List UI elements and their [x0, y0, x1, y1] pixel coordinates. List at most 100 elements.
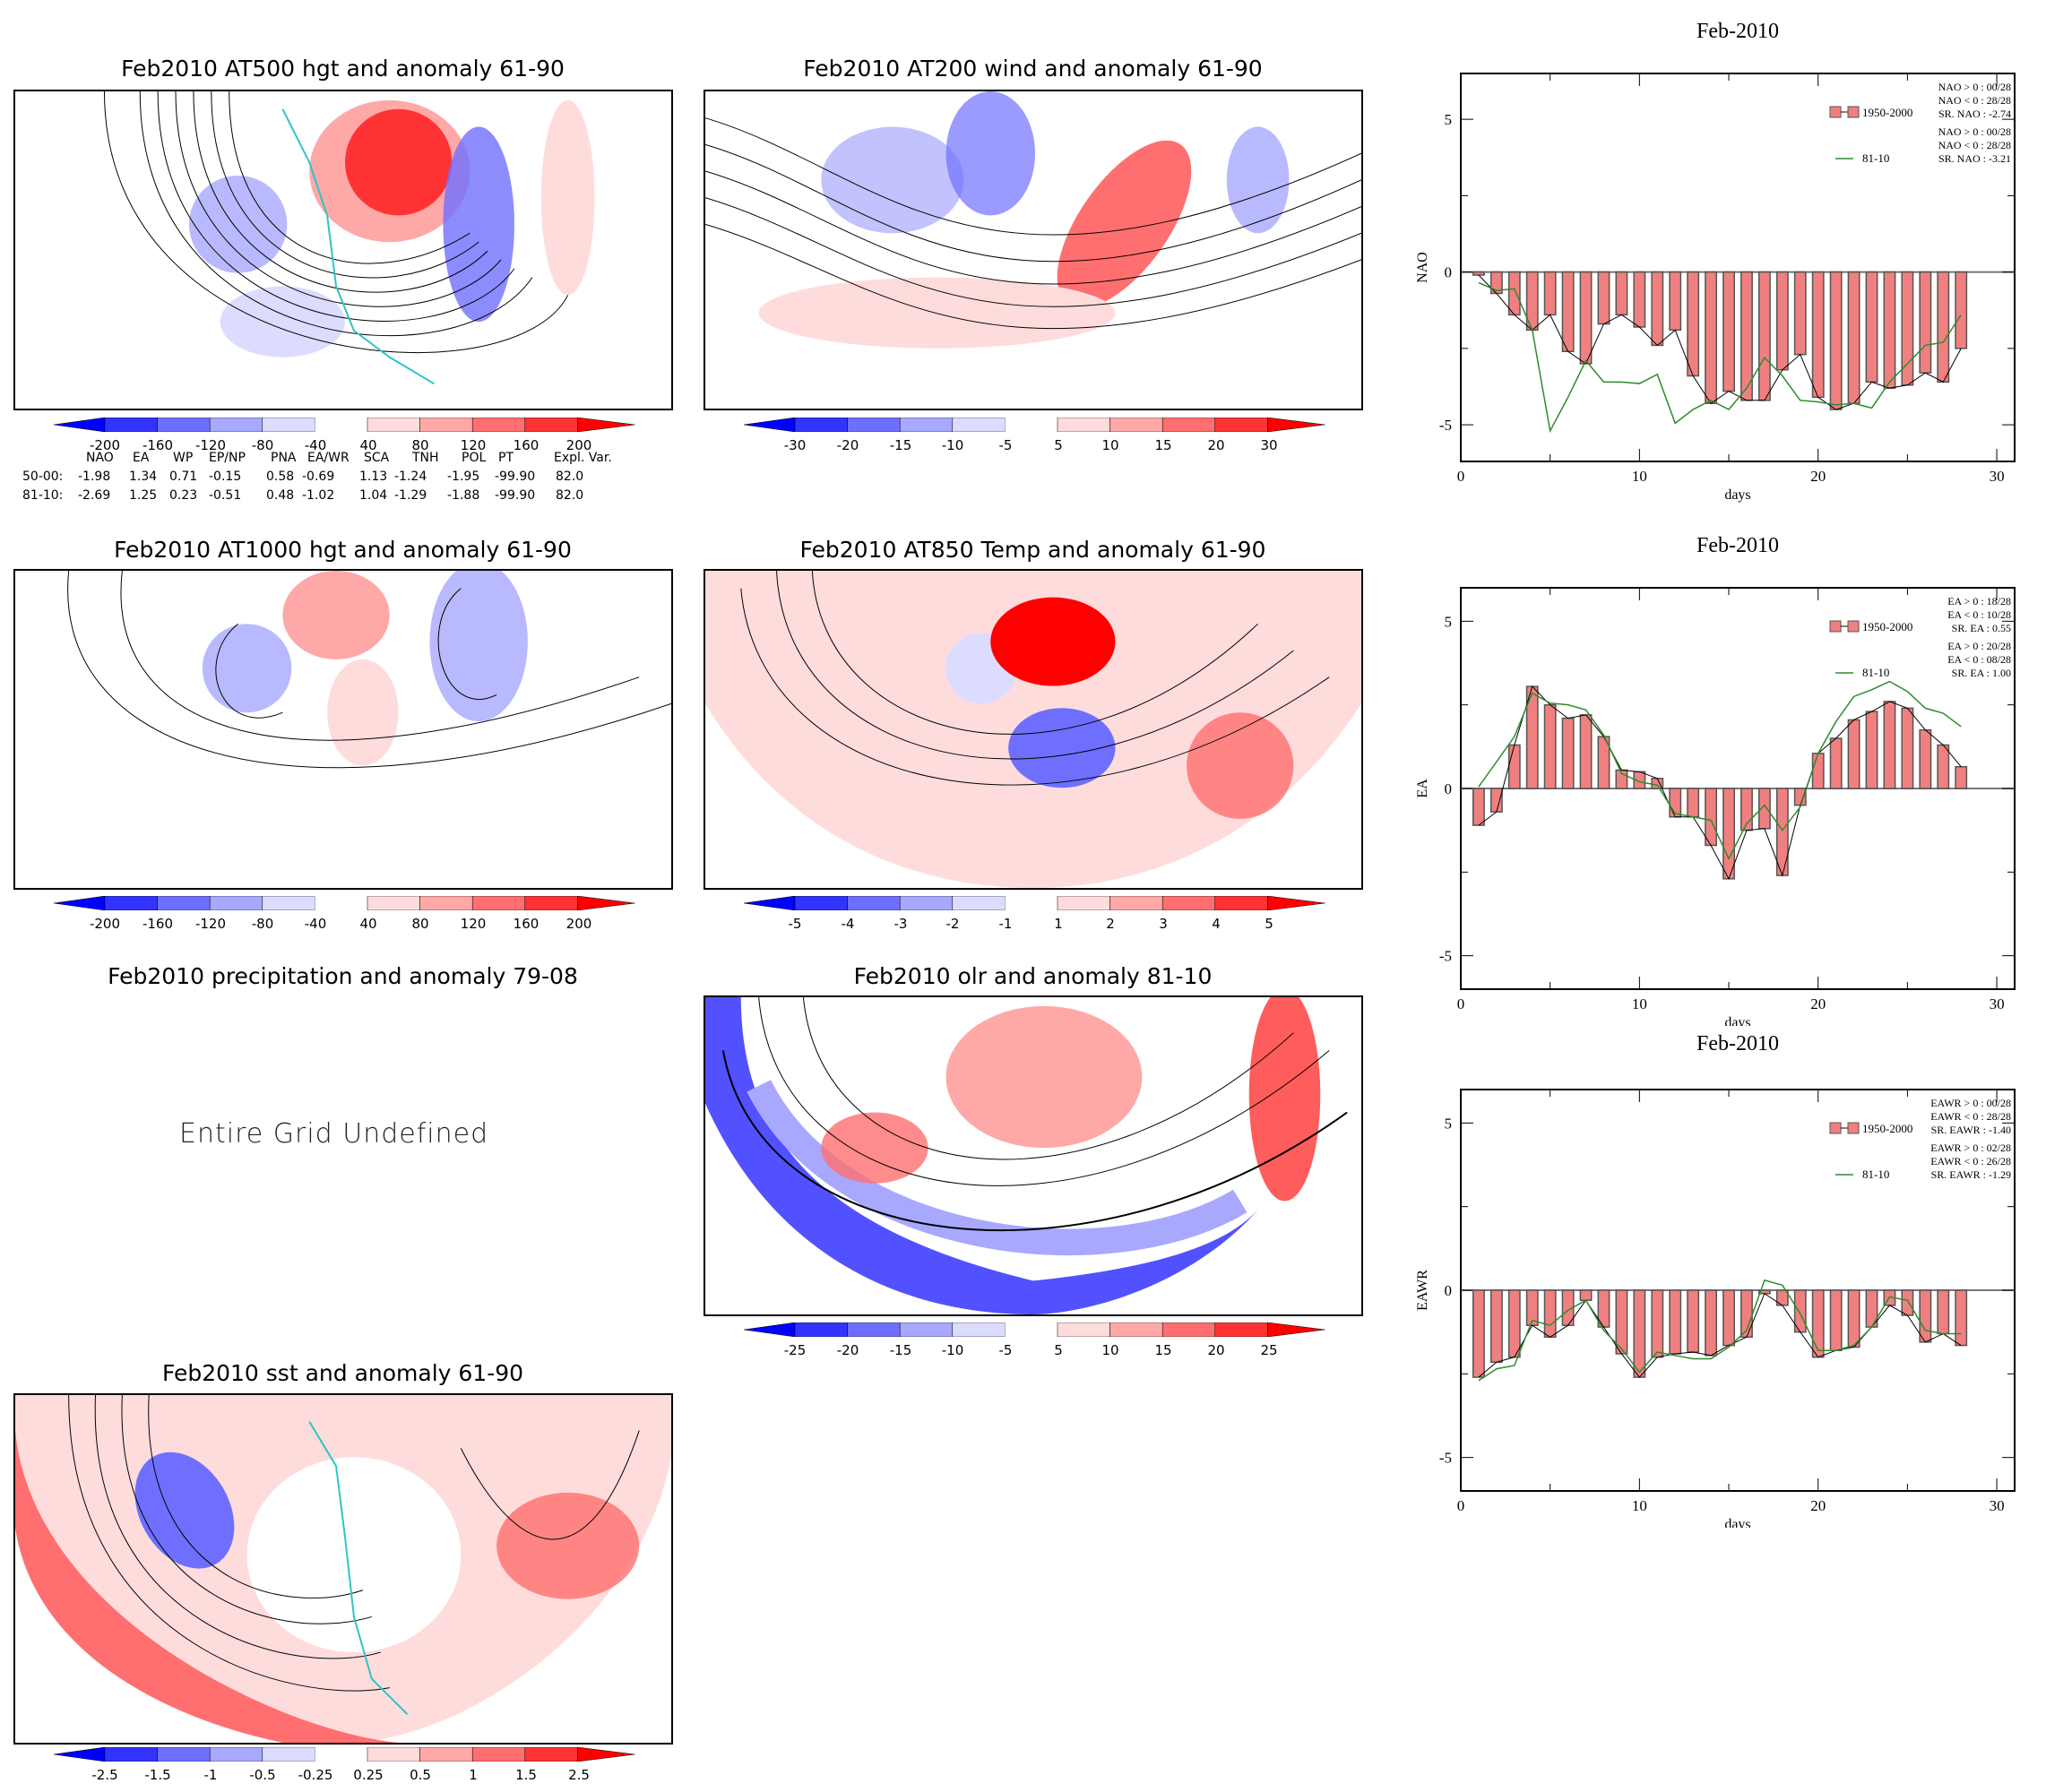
bar-1950-2000 — [1937, 1289, 1950, 1335]
stats-81-10: EA < 0 : 08/28 — [1947, 653, 2011, 666]
colorbar-segment — [157, 896, 211, 910]
olr-map — [704, 995, 1363, 1316]
eof-value: -0.15 — [209, 470, 242, 484]
bar-1950-2000 — [1865, 271, 1878, 383]
stats-1950-2000: EAWR < 0 : 28/28 — [1930, 1110, 2011, 1123]
x-tick-label: 0 — [1457, 1497, 1465, 1514]
precip-title: Feb2010 precipitation and anomaly 79-08 — [108, 963, 578, 989]
colorbar-tick: 15 — [1154, 437, 1172, 453]
at850-map — [704, 569, 1363, 890]
colorbar-segment — [794, 1322, 848, 1337]
sst-map — [13, 1393, 673, 1745]
colorbar-segment — [899, 896, 954, 910]
eof-value: -0.51 — [209, 488, 242, 503]
bar-1950-2000 — [1955, 271, 1968, 349]
eawr-chart-title: Feb-2010 — [1696, 1032, 1779, 1055]
bar-1950-2000 — [1811, 1289, 1825, 1358]
colorbar-tick: 40 — [359, 916, 377, 932]
stats-81-10: SR. NAO : -3.21 — [1938, 152, 2011, 165]
bar-1950-2000 — [1919, 728, 1932, 789]
eof-index-table: NAO EA WP EP/NP PNA EA/WR SCA TNH POL PT… — [22, 442, 612, 503]
at850-map-graphic — [705, 571, 1361, 888]
colorbar-segment — [952, 1322, 1006, 1337]
colorbar-arrow-high — [1267, 896, 1325, 910]
colorbar-tick: -2 — [945, 916, 960, 932]
at850-title: Feb2010 AT850 Temp and anomaly 61-90 — [799, 537, 1266, 563]
bar-1950-2000 — [1865, 711, 1878, 789]
at500-colorbar: -200 -160 -120 -80 -40 40 80 120 160 200 — [54, 418, 636, 459]
colorbar-segment — [1005, 896, 1058, 910]
colorbar-segment — [262, 418, 315, 432]
colorbar-segment — [1109, 418, 1163, 432]
line-1950-2000 — [1478, 274, 1962, 410]
bar-1950-2000 — [1955, 1289, 1968, 1347]
colorbar-tick: 80 — [411, 916, 429, 932]
y-tick-label: -5 — [1439, 948, 1452, 965]
colorbar-segment — [952, 418, 1006, 432]
colorbar-segment — [209, 896, 263, 910]
colorbar-tick: -3 — [894, 916, 908, 932]
at500-title: Feb2010 AT500 hgt and anomaly 61-90 — [121, 56, 565, 82]
colorbar-tick: 20 — [1207, 437, 1225, 453]
colorbar-segment — [1214, 418, 1268, 432]
y-tick-label: 5 — [1445, 613, 1453, 630]
y-axis-label: NAO — [1415, 252, 1430, 283]
colorbar-tick: -120 — [194, 437, 227, 453]
sst-colorbar-graphic — [54, 1747, 635, 1762]
at200-colorbar: -30 -20 -15 -10 -5 5 10 15 20 30 — [744, 418, 1326, 459]
colorbar-segment — [209, 418, 263, 432]
legend-bar-swatch — [1829, 106, 1842, 118]
stats-1950-2000: NAO < 0 : 28/28 — [1938, 94, 2011, 107]
colorbar-tick: 0.5 — [410, 1767, 431, 1783]
colorbar-arrow-low — [744, 896, 796, 910]
colorbar-arrow-high — [577, 418, 635, 432]
nao-chart: Feb-2010 0 10 20 30 5 0 -5 days NAO 1950-2000 81-1… — [1398, 0, 2072, 511]
colorbar-segment — [524, 1747, 578, 1762]
colorbar-tick: 5 — [1054, 1342, 1063, 1358]
x-tick-label: 0 — [1457, 468, 1465, 485]
colorbar-segment — [1214, 1322, 1268, 1337]
legend-label-81-10: 81-10 — [1862, 1167, 1889, 1181]
bar-1950-2000 — [1705, 271, 1718, 404]
bar-1950-2000 — [1615, 271, 1628, 316]
colorbar-segment — [524, 896, 578, 910]
bar-1950-2000 — [1847, 271, 1860, 404]
legend-bar-swatch — [1847, 106, 1860, 118]
eof-value: 0.23 — [169, 488, 198, 503]
bar-1950-2000 — [1705, 1289, 1718, 1357]
colorbar-tick: -80 — [251, 916, 274, 932]
y-tick-label: 0 — [1445, 264, 1453, 281]
legend-bar-swatch — [1829, 1122, 1842, 1134]
at1000-map-graphic — [67, 571, 671, 769]
sst-colorbar: -2.5 -1.5 -1 -0.5 -0.25 0.25 0.5 1 1.5 2… — [54, 1747, 636, 1788]
eof-header: WP — [173, 451, 194, 465]
colorbar-segment — [157, 418, 211, 432]
eof-header: SCA — [364, 451, 390, 465]
bar-1950-2000 — [1757, 271, 1771, 401]
colorbar-segment — [471, 896, 526, 910]
bar-1950-2000 — [1829, 737, 1843, 789]
colorbar-tick: 25 — [1260, 1342, 1278, 1358]
colorbar-tick: 4 — [1212, 916, 1221, 932]
colorbar-tick: 80 — [411, 437, 429, 453]
eof-value: 0.58 — [266, 470, 295, 484]
colorbar-tick: -5 — [788, 916, 802, 932]
colorbar-arrow-low — [744, 1322, 796, 1337]
colorbar-tick: -30 — [783, 437, 807, 453]
at200-map — [704, 90, 1363, 410]
colorbar-segment — [1214, 896, 1268, 910]
bar-1950-2000 — [1901, 707, 1914, 789]
bar-1950-2000 — [1687, 788, 1700, 818]
olr-title: Feb2010 olr and anomaly 81-10 — [853, 963, 1213, 989]
bar-1950-2000 — [1489, 1289, 1503, 1364]
x-tick-label: 30 — [1990, 1497, 2005, 1514]
colorbar-tick: -2.5 — [91, 1767, 118, 1783]
bar-1950-2000 — [1811, 753, 1825, 789]
bar-1950-2000 — [1687, 1289, 1700, 1353]
colorbar-arrow-low — [54, 418, 106, 432]
colorbar-tick: -4 — [841, 916, 855, 932]
colorbar-tick: 3 — [1159, 916, 1168, 932]
colorbar-segment — [262, 896, 315, 910]
bar-1950-2000 — [1633, 1289, 1646, 1378]
at200-colorbar-graphic — [744, 418, 1325, 432]
